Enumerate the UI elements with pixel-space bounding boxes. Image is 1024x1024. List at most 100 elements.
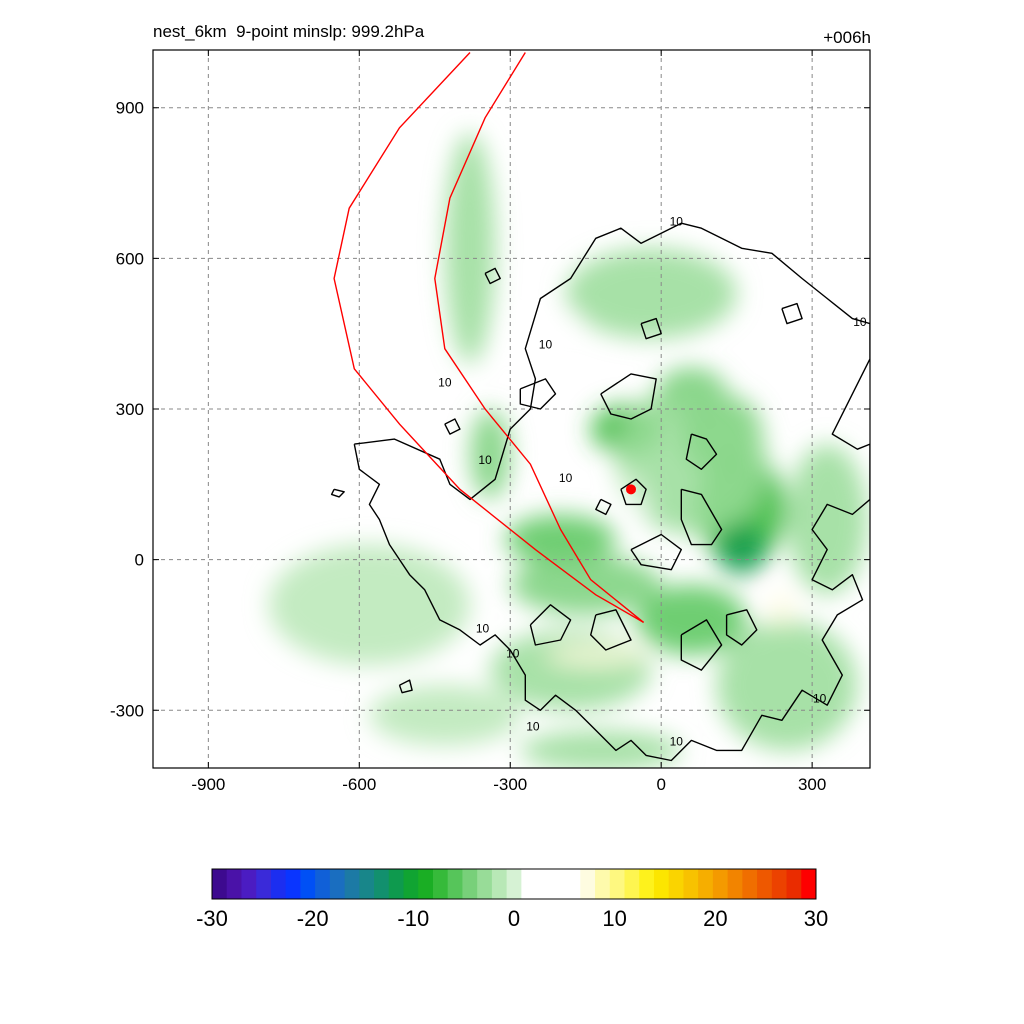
colorbar-swatch <box>388 869 405 899</box>
contour-line <box>529 604 572 646</box>
colorbar-tick-label: 10 <box>602 906 626 931</box>
shading-blob <box>786 444 868 595</box>
colorbar-swatch <box>801 869 817 899</box>
colorbar-swatch <box>712 869 729 899</box>
contour-label: 10 <box>559 471 573 485</box>
colorbar-swatch <box>698 869 714 899</box>
colorbar-swatch <box>639 869 655 899</box>
y-tick-label: 900 <box>116 99 144 118</box>
contour-label: 10 <box>539 338 553 352</box>
x-tick-label: 300 <box>798 775 826 794</box>
contour-labels: 10 10 10 10 10 10 10 10 10 10 10 <box>438 215 867 749</box>
plot-area <box>153 50 870 768</box>
contour-line <box>620 478 647 506</box>
colorbar-swatch <box>668 869 684 899</box>
colorbar-tick-label: 20 <box>703 906 727 931</box>
x-tick-label: 0 <box>656 775 665 794</box>
colorbar-swatch <box>771 869 788 899</box>
colorbar-swatch <box>315 869 331 899</box>
marker-layer <box>626 484 636 495</box>
contour-line <box>484 267 501 285</box>
shading-blob <box>545 643 647 667</box>
colorbar-swatch <box>432 869 449 899</box>
colorbar-swatch <box>344 869 360 899</box>
colorbar-swatch <box>300 869 316 899</box>
contour-label: 10 <box>478 453 492 467</box>
contour-label: 10 <box>670 215 684 229</box>
x-tick-label: -600 <box>342 775 376 794</box>
colorbar-swatch <box>506 869 522 899</box>
colorbar-swatch <box>609 869 625 899</box>
contour-line <box>680 619 723 671</box>
contour-label: 10 <box>526 719 540 733</box>
colorbar-swatch <box>536 869 552 899</box>
track-line <box>333 52 644 624</box>
colorbar-swatch <box>757 869 773 899</box>
contour-label: 10 <box>476 621 490 635</box>
colorbar-swatch <box>786 869 802 899</box>
shading-blob <box>716 619 858 751</box>
colorbar-tick-label: -30 <box>196 906 228 931</box>
colorbar-swatch <box>212 869 228 899</box>
shading-blob <box>769 592 795 628</box>
colorbar-swatch <box>624 869 640 899</box>
x-tick-label: -900 <box>191 775 225 794</box>
shading-blob <box>268 544 470 666</box>
shading-blob <box>565 248 737 339</box>
contour-line <box>353 222 870 762</box>
contour-label: 10 <box>853 315 867 329</box>
axes: -900 -600 -300 0 300 900 600 300 0 -300 <box>110 50 870 794</box>
shading-blob <box>563 312 584 325</box>
y-tick-label: 600 <box>116 249 144 268</box>
colorbar-tick-label: -20 <box>297 906 329 931</box>
colorbar-swatch <box>256 869 272 899</box>
colorbar-swatch <box>359 869 375 899</box>
contour-line <box>600 373 657 420</box>
contour-line <box>725 609 758 646</box>
contour-line <box>680 488 723 546</box>
colorbar-swatch <box>580 869 596 899</box>
colorbar-swatch <box>403 869 419 899</box>
colorbar-swatch <box>447 869 463 899</box>
chart-title: nest_6km 9-point minslp: 999.2hPa <box>153 22 425 41</box>
colorbar-swatch <box>329 869 346 899</box>
colorbar-swatch <box>742 869 758 899</box>
shading-blob <box>615 383 767 535</box>
contour-line <box>595 498 612 516</box>
shading-blob <box>520 730 682 768</box>
shading-blob <box>510 554 662 615</box>
colorbar-swatch <box>683 869 699 899</box>
colorbar-tick-label: 30 <box>804 906 828 931</box>
colorbar-swatch <box>550 869 567 899</box>
colorbar-swatch <box>477 869 493 899</box>
contour-line <box>685 433 718 470</box>
contour-line <box>590 609 632 651</box>
forecast-hour-label: +006h <box>823 28 871 47</box>
colorbar-swatch <box>595 869 611 899</box>
colorbar-frame <box>211 868 817 900</box>
shading-blob <box>369 685 521 746</box>
colorbar: -30 -20 -10 0 10 20 30 <box>196 868 828 931</box>
colorbar-swatch <box>491 869 508 899</box>
colorbar-swatch <box>285 869 301 899</box>
colorbar-swatch <box>462 869 478 899</box>
contour-line <box>630 533 682 571</box>
shading-blob <box>514 321 527 347</box>
contour-label: 10 <box>506 647 520 661</box>
colorbar-swatch <box>418 869 434 899</box>
shading-blob <box>444 132 496 364</box>
contour-label: 10 <box>670 734 684 748</box>
shading-layer <box>268 132 868 768</box>
track-line <box>434 52 645 623</box>
colorbar-swatch <box>241 869 257 899</box>
shading-blob <box>505 514 616 565</box>
storm-center-marker <box>626 484 636 495</box>
x-tick-label: -300 <box>493 775 527 794</box>
colorbar-tick-label: 0 <box>508 906 520 931</box>
colorbar-swatch <box>374 869 390 899</box>
colorbar-swatch <box>226 869 242 899</box>
shading-blob <box>469 409 511 500</box>
contour-line <box>781 302 803 325</box>
colorbar-tick-label: -10 <box>397 906 429 931</box>
